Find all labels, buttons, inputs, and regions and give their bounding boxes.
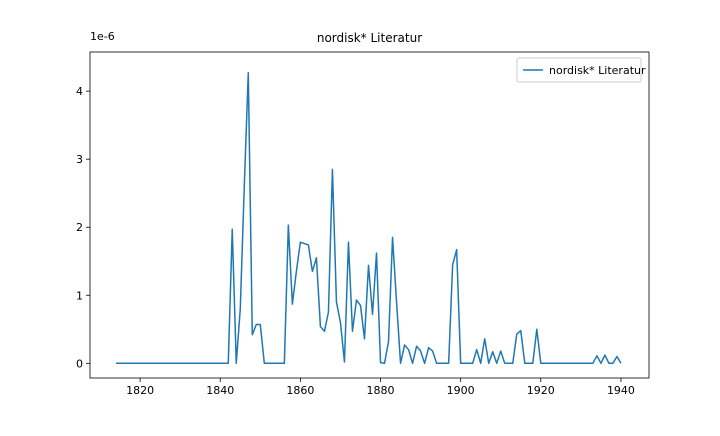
- x-tick-label: 1880: [367, 384, 395, 397]
- x-tick-label: 1900: [447, 384, 475, 397]
- chart-title: nordisk* Literatur: [317, 31, 422, 45]
- plot-area: [116, 72, 622, 365]
- legend-label: nordisk* Literatur: [549, 64, 646, 77]
- data-line: [116, 72, 622, 365]
- x-tick-label: 1820: [126, 384, 154, 397]
- y-tick-label: 0: [76, 357, 83, 370]
- legend-box: [516, 57, 642, 83]
- axes-frame: [89, 51, 650, 379]
- y-tick-label: 1: [76, 289, 83, 302]
- y-offset-label: 1e-6: [90, 30, 115, 43]
- y-tick-label: 4: [76, 85, 83, 98]
- x-tick-label: 1840: [206, 384, 234, 397]
- x-tick-label: 1940: [607, 384, 635, 397]
- x-tick-label: 1920: [527, 384, 555, 397]
- x-tick-label: 1860: [286, 384, 314, 397]
- y-tick-label: 3: [76, 153, 83, 166]
- y-tick-label: 2: [76, 221, 83, 234]
